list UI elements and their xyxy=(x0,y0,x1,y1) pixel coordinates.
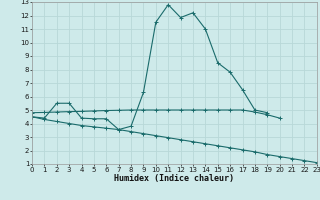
X-axis label: Humidex (Indice chaleur): Humidex (Indice chaleur) xyxy=(115,174,234,183)
